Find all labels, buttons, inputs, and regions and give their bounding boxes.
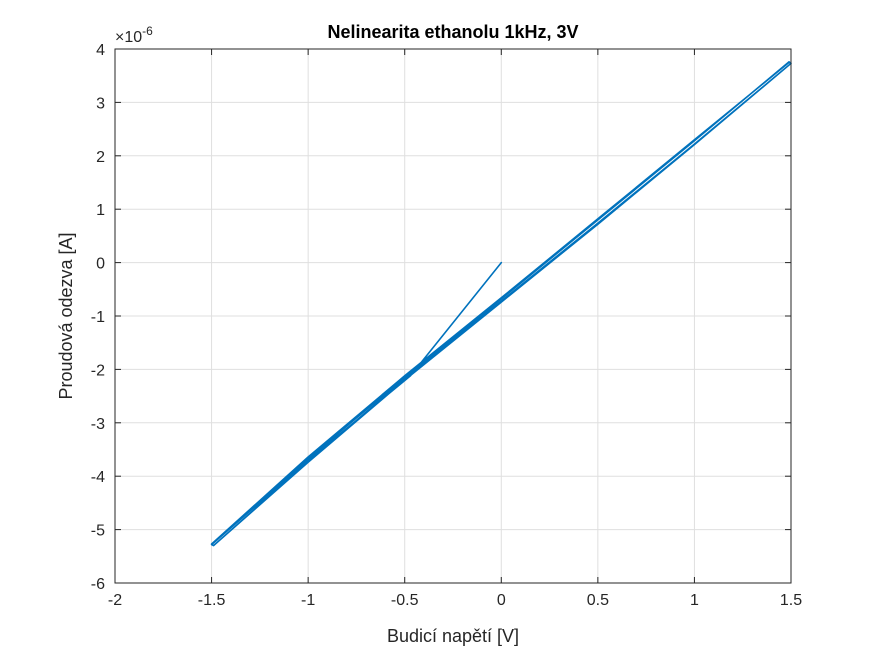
y-tick-label: -2	[91, 362, 105, 379]
y-tick-label: 1	[96, 202, 105, 219]
y-tick-label: 0	[96, 256, 105, 273]
y-exponent-base: ×10	[115, 29, 142, 46]
y-tick-label: 2	[96, 149, 105, 166]
x-tick-label: -0.5	[391, 592, 419, 609]
y-tick-label: -6	[91, 576, 105, 593]
y-tick-label: 4	[96, 42, 105, 59]
x-tick-label: 0	[497, 592, 506, 609]
series-line	[210, 60, 792, 547]
y-tick-label: -1	[91, 309, 105, 326]
x-tick-labels: -2 -1.5 -1 -0.5 0 0.5 1 1.5	[108, 592, 802, 609]
x-tick-label: 1	[690, 592, 699, 609]
y-axis-label: Proudová odezva [A]	[56, 232, 76, 399]
y-exponent-power: -6	[142, 24, 153, 38]
x-tick-label: 0.5	[587, 592, 609, 609]
y-tick-labels: -6 -5 -4 -3 -2 -1 0 1 2 3 4	[91, 42, 105, 593]
x-tick-label: -1	[301, 592, 315, 609]
y-exponent-label: ×10-6	[115, 24, 153, 46]
x-tick-label: -2	[108, 592, 122, 609]
series-layer	[210, 60, 792, 547]
y-tick-label: -3	[91, 416, 105, 433]
tick-marks	[114, 48, 792, 584]
x-tick-label: -1.5	[198, 592, 226, 609]
chart-title: Nelinearita ethanolu 1kHz, 3V	[327, 22, 578, 42]
x-tick-label: 1.5	[780, 592, 802, 609]
y-tick-label: -4	[91, 469, 105, 486]
y-tick-label: -5	[91, 523, 105, 540]
y-tick-label: 3	[96, 95, 105, 112]
x-axis-label: Budicí napětí [V]	[387, 626, 519, 646]
